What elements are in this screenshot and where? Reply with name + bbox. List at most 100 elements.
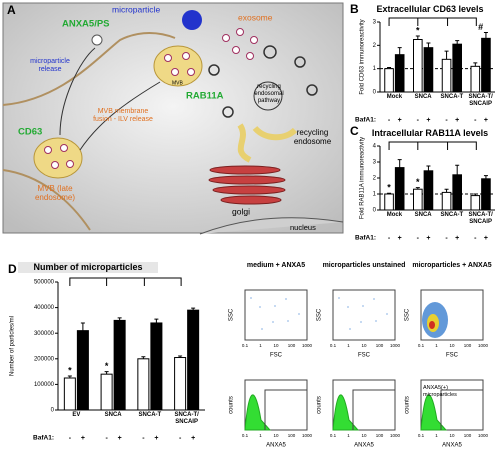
event-dot bbox=[338, 297, 340, 299]
error-bar bbox=[397, 47, 402, 55]
membrane bbox=[2, 169, 91, 231]
error-bar bbox=[455, 40, 460, 45]
label: ANXA5/PS bbox=[62, 19, 110, 30]
legend-sign: - bbox=[142, 435, 145, 442]
x-tick-label: SNCA-T bbox=[138, 412, 162, 418]
y-tick-label: 3 bbox=[373, 20, 377, 26]
bar bbox=[113, 319, 126, 411]
error-bar bbox=[426, 42, 431, 48]
tick-label: 10 bbox=[361, 433, 367, 438]
y-axis-label: Number of particles/ml bbox=[10, 316, 16, 376]
x-tick-label: Mock bbox=[386, 94, 403, 100]
error-bar bbox=[455, 164, 460, 175]
y-tick-label: 0 bbox=[373, 208, 377, 214]
tick-label: 1000 bbox=[478, 343, 489, 348]
legend-sign: + bbox=[398, 117, 402, 124]
legend-sign: + bbox=[426, 235, 430, 242]
event-dot bbox=[261, 328, 263, 330]
bar bbox=[481, 178, 491, 211]
tick-label: 1000 bbox=[302, 433, 313, 438]
bar bbox=[384, 68, 394, 93]
bar bbox=[470, 65, 481, 93]
bar bbox=[174, 357, 187, 411]
tick-label: 10 bbox=[449, 343, 455, 348]
label: nucleus bbox=[290, 223, 316, 232]
label: MVB membrane fusion - ILV release bbox=[93, 108, 153, 123]
label: CD63 bbox=[18, 127, 42, 138]
label: recycling endosome bbox=[293, 128, 332, 146]
tick-label: 1 bbox=[435, 433, 438, 438]
plot-frame bbox=[244, 289, 308, 341]
error-bar bbox=[415, 187, 420, 190]
bar bbox=[441, 191, 452, 211]
recycling-vesicles bbox=[208, 45, 318, 118]
y-tick-label: 400000 bbox=[34, 305, 55, 311]
arrow bbox=[59, 47, 96, 136]
bar bbox=[100, 373, 113, 411]
gate bbox=[440, 389, 483, 430]
x-tick-label: SNCA bbox=[414, 212, 432, 218]
axis-label: ANXA5 bbox=[354, 443, 374, 449]
budding-particle bbox=[91, 34, 103, 46]
bar bbox=[150, 322, 163, 411]
tick-label: 1 bbox=[435, 343, 438, 348]
y-tick-label: 2 bbox=[373, 43, 377, 49]
annotation: * bbox=[105, 361, 109, 371]
tick-label: 0.1 bbox=[242, 433, 249, 438]
tick-label: 0.1 bbox=[418, 343, 425, 348]
bar bbox=[384, 193, 394, 211]
annotation: * bbox=[387, 183, 391, 193]
bar bbox=[452, 174, 462, 211]
y-axis-label: Fold RAB11A immunoreactivity bbox=[360, 137, 366, 219]
panel-letter: A bbox=[7, 3, 16, 17]
bracket bbox=[69, 277, 182, 286]
event-dot bbox=[360, 321, 362, 323]
tick-label: 100 bbox=[288, 343, 296, 348]
error-bar bbox=[387, 67, 392, 69]
label: microparticle release bbox=[30, 58, 70, 73]
y-tick-label: 0 bbox=[373, 90, 377, 96]
legend-sign: + bbox=[455, 235, 459, 242]
legend-sign: - bbox=[179, 435, 182, 442]
legend-sign: + bbox=[426, 117, 430, 124]
legend-sign: - bbox=[474, 117, 477, 124]
membrane bbox=[2, 32, 176, 106]
tick-label: 0.1 bbox=[242, 343, 249, 348]
tick-label: 1000 bbox=[302, 343, 313, 348]
axis-label: counts bbox=[405, 396, 411, 414]
label: microparticle bbox=[112, 4, 160, 14]
error-bar bbox=[191, 307, 196, 311]
event-dot bbox=[349, 328, 351, 330]
legend-sign: + bbox=[118, 435, 122, 442]
legend-sign: + bbox=[484, 117, 488, 124]
error-bar bbox=[104, 371, 109, 375]
legend-sign: - bbox=[105, 435, 108, 442]
event-dot bbox=[362, 305, 364, 307]
tick-label: 1 bbox=[259, 433, 262, 438]
panel-letter: B bbox=[350, 2, 359, 16]
bracket bbox=[388, 141, 477, 150]
event-dot bbox=[285, 298, 287, 300]
event-dot bbox=[287, 320, 289, 322]
chart-title: Number of microparticles bbox=[18, 262, 158, 273]
event-core bbox=[429, 321, 435, 329]
bar bbox=[470, 195, 481, 211]
panel-letter: D bbox=[8, 262, 17, 276]
x-tick-label: EV bbox=[72, 412, 81, 418]
bar bbox=[63, 377, 76, 411]
legend-sign: + bbox=[398, 235, 402, 242]
x-tick-label: SNCA bbox=[414, 94, 432, 100]
legend-sign: + bbox=[154, 435, 158, 442]
axis-label: SSC bbox=[229, 308, 235, 321]
tick-label: 10 bbox=[273, 433, 279, 438]
histogram bbox=[244, 394, 272, 431]
event-dot bbox=[386, 313, 388, 315]
legend-sign: - bbox=[69, 435, 72, 442]
bar bbox=[76, 330, 89, 411]
axis-label: ANXA5 bbox=[266, 443, 286, 449]
label: recycling endosomal pathway bbox=[254, 84, 284, 104]
legend-sign: + bbox=[191, 435, 195, 442]
event-dot bbox=[274, 305, 276, 307]
tick-label: 100 bbox=[464, 343, 472, 348]
